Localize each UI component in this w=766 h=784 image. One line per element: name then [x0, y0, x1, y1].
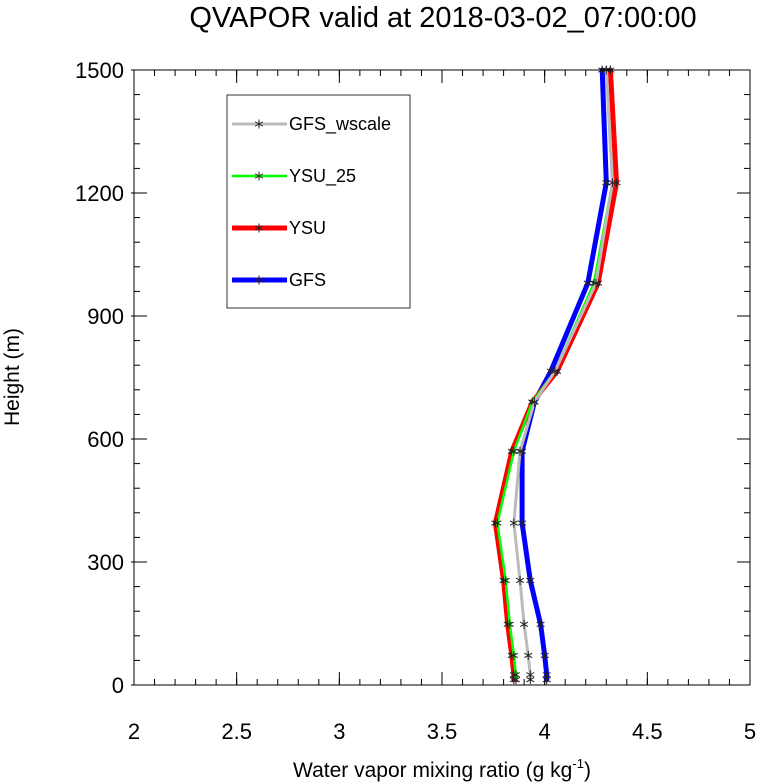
x-tick-label: 2.5 — [221, 719, 252, 744]
data-point-gfs — [540, 650, 549, 660]
y-tick-labels: 0 300 600 900 1200 1500 — [75, 58, 124, 698]
data-point-gfs-wscale — [524, 650, 533, 660]
data-point-gfs-wscale — [530, 397, 539, 407]
data-point-gfs-wscale — [515, 575, 525, 585]
x-tick-label: 2 — [128, 719, 140, 744]
x-tick-labels: 2 2.5 3 3.5 4 4.5 5 — [128, 719, 756, 744]
legend-box — [226, 94, 411, 309]
y-tick-label: 1200 — [75, 181, 124, 206]
major-ticks — [131, 69, 751, 686]
x-tick-label: 4 — [539, 719, 551, 744]
y-tick-label: 1500 — [75, 58, 124, 83]
legend-marker — [254, 171, 264, 181]
legend-label: YSU_25 — [289, 166, 356, 187]
x-tick-label: 5 — [744, 719, 756, 744]
plot-frame — [133, 69, 751, 686]
series-line-gfs-wscale — [512, 68, 614, 682]
data-point-gfs — [526, 575, 535, 585]
x-axis-label: Water vapor mixing ratio (g kg-1) — [293, 756, 591, 782]
data-point-gfs — [542, 670, 551, 680]
data-point-gfs-wscale — [608, 178, 617, 188]
data-point-gfs-wscale — [591, 278, 601, 288]
data-point-gfs-wscale — [550, 366, 560, 376]
x-tick-label: 4.5 — [632, 719, 663, 744]
series-line-ysu — [492, 67, 619, 683]
legend-item-gfs: GFS — [232, 270, 326, 290]
x-tick-label: 3.5 — [427, 719, 458, 744]
legend-marker — [254, 119, 264, 129]
series-line-gfs — [519, 67, 609, 683]
legend-label: YSU — [289, 218, 326, 238]
data-point-ysu-25 — [493, 518, 502, 528]
data-point-ysu — [612, 178, 621, 188]
legend-label: GFS — [289, 270, 326, 290]
series-gfs-wscale — [509, 65, 617, 685]
legend-item-ysu-25: YSU_25 — [232, 166, 356, 187]
legend: GFS_wscale YSU_25 YSU GFS — [226, 94, 411, 309]
data-point-gfs — [517, 518, 527, 528]
data-point-gfs-wscale — [526, 670, 535, 680]
legend-item-gfs-wscale: GFS_wscale — [232, 114, 391, 135]
data-point-gfs-wscale — [515, 446, 525, 456]
data-point-gfs — [536, 619, 545, 629]
series-layer — [491, 65, 621, 685]
x-tick-label: 3 — [333, 719, 345, 744]
data-point-ysu-25 — [511, 670, 521, 680]
data-point-gfs-wscale — [509, 518, 519, 528]
data-point-ysu-25 — [501, 575, 510, 585]
y-tick-label: 900 — [87, 304, 124, 329]
x-axis-label-superscript: -1 — [572, 756, 584, 771]
x-axis-label-end: ) — [584, 759, 591, 782]
y-tick-label: 300 — [87, 550, 124, 575]
legend-marker — [254, 275, 264, 285]
legend-marker — [254, 223, 264, 233]
legend-label: GFS_wscale — [289, 114, 391, 135]
series-ysu — [491, 65, 621, 685]
legend-item-ysu: YSU — [232, 218, 326, 238]
data-point-ysu-25 — [509, 650, 519, 660]
y-axis-label: Height (m) — [1, 328, 24, 426]
y-tick-label: 600 — [87, 427, 124, 452]
data-point-ysu-25 — [505, 619, 514, 629]
chart-title: QVAPOR valid at 2018-03-02_07:00:00 — [189, 2, 696, 34]
minor-ticks — [133, 69, 751, 686]
data-point-gfs-wscale — [519, 619, 529, 629]
series-gfs — [517, 65, 611, 685]
y-tick-label: 0 — [112, 673, 124, 698]
